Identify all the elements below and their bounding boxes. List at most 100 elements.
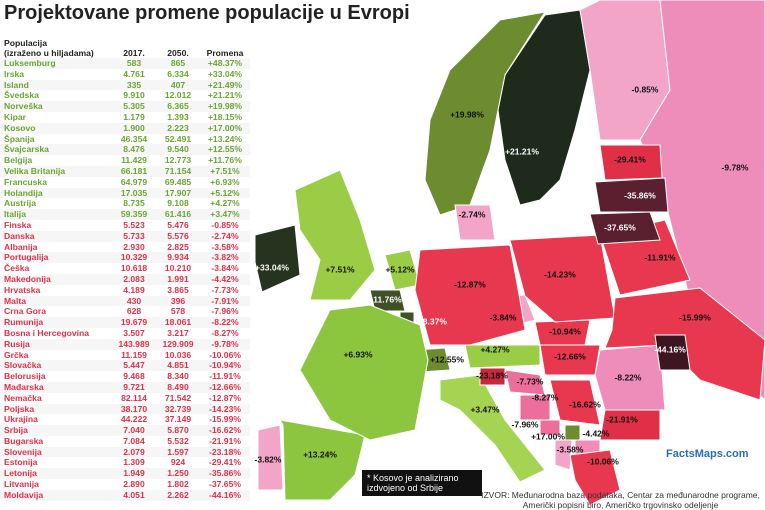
table-row: Makedonija 2.083 1.991 -4.42%: [0, 273, 250, 285]
value-cell: 430: [126, 295, 142, 306]
country-shape: [599, 409, 661, 441]
value-cell: 396: [170, 295, 186, 306]
country-cell: Bosna i Hercegovina: [4, 327, 90, 338]
country-cell: Danska: [4, 230, 35, 241]
country-shape: [509, 234, 616, 323]
value-cell: 2.825: [167, 241, 189, 252]
value-cell: 9.468: [123, 371, 145, 382]
country-cell: Švajcarska: [4, 144, 49, 155]
value-cell: 10.036: [164, 349, 192, 360]
value-cell: 61.416: [164, 209, 192, 220]
table-row: Kipar 1.179 1.393 +18.15%: [0, 111, 250, 123]
value-cell: 8.476: [123, 144, 145, 155]
change-cell: -16.62%: [208, 425, 241, 436]
country-change-label: -3.84%: [490, 312, 517, 322]
country-cell: Litvanija: [4, 479, 39, 490]
table-row: Belorusija 9.468 8.340 -11.91%: [0, 371, 250, 382]
value-cell: 10.210: [164, 263, 192, 274]
country-cell: Kosovo: [4, 122, 36, 133]
country-cell: Španija: [4, 133, 35, 144]
value-cell: 46.354: [120, 133, 148, 144]
value-cell: 1.802: [167, 479, 189, 490]
table-row: Ukrajina 44.222 37.149 -15.99%: [0, 414, 250, 426]
value-cell: 69.485: [164, 176, 192, 187]
table-row: Nemačka 82.114 71.542 -12.87%: [0, 392, 250, 404]
country-shape: [594, 177, 669, 213]
country-shape: [299, 304, 429, 441]
change-cell: +13.24%: [207, 133, 243, 144]
change-cell: -23.18%: [208, 446, 241, 457]
table-row: Rumunija 19.679 18.061 -8.22%: [0, 317, 250, 328]
value-cell: 5.733: [123, 230, 145, 241]
table-row: Finska 5.523 5.476 -0.85%: [0, 219, 250, 231]
table-row: Norveška 5.305 6.365 +19.98%: [0, 101, 250, 112]
value-cell: 628: [126, 306, 142, 317]
value-cell: 5.576: [167, 230, 189, 241]
table-row: Češka 10.618 10.210 -3.84%: [0, 263, 250, 274]
country-shape: [569, 449, 621, 506]
table-row: Belgija 11.429 12.773 +11.76%: [0, 155, 250, 166]
value-cell: 9.934: [167, 252, 189, 263]
country-change-label: -9.78%: [722, 162, 749, 172]
table-row: Austrija 8.735 9.108 +4.27%: [0, 198, 250, 210]
value-cell: 12.012: [164, 90, 192, 101]
country-cell: Holandija: [4, 187, 43, 198]
value-cell: 8.490: [167, 381, 189, 392]
value-cell: 7.084: [123, 435, 145, 446]
value-cell: 17.035: [120, 187, 148, 198]
country-change-label: -12.66%: [554, 351, 586, 361]
title: Projektovane promene populacije u Evropi: [4, 2, 416, 25]
value-cell: 11.429: [121, 155, 147, 166]
value-cell: 3.865: [167, 284, 189, 295]
header-text: Populacija: [4, 38, 47, 48]
country-shape: [439, 374, 546, 483]
country-cell: Island: [4, 79, 29, 90]
country-change-label: +5.12%: [385, 264, 415, 274]
country-change-label: +3.47%: [470, 404, 500, 414]
country-change-label: -37.65%: [604, 222, 636, 232]
change-cell: -7.96%: [211, 306, 239, 317]
table-row: Irska 4.761 6.334 +33.04%: [0, 68, 250, 80]
value-cell: 6.334: [167, 68, 189, 79]
table-row: Rusija 143.989 129.909 -9.78%: [0, 338, 250, 350]
table-body: Luksemburg 583 865 +48.37% Irska 4.761 6.334 +3…: [0, 58, 250, 501]
country-change-label: -29.41%: [614, 154, 646, 164]
country-change-label: -3.58%: [557, 444, 584, 454]
country-change-label: +33.04%: [255, 262, 289, 272]
value-cell: 1.900: [123, 122, 145, 133]
change-cell: -37.65%: [208, 479, 241, 490]
table-row: Švajcarska 8.476 9.540 +12.55%: [0, 144, 250, 156]
country-cell: Norveška: [4, 101, 43, 112]
table-row: Holandija 17.035 17.907 +5.12%: [0, 187, 250, 199]
country-cell: Albanija: [4, 241, 38, 252]
country-shape: [369, 289, 406, 312]
value-cell: 64.979: [120, 176, 148, 187]
value-cell: 1.597: [167, 446, 189, 457]
change-cell: +7.51%: [210, 165, 240, 176]
country-shape: [539, 419, 561, 436]
country-cell: Finska: [4, 219, 32, 230]
country-change-label: -8.27%: [532, 392, 559, 402]
country-cell: Letonija: [4, 468, 37, 479]
change-cell: -12.87%: [208, 392, 241, 403]
change-cell: +6.93%: [210, 176, 240, 187]
country-change-label: +6.93%: [343, 349, 373, 359]
country-change-label: -11.91%: [644, 252, 676, 262]
country-change-label: -10.94%: [549, 326, 581, 336]
change-cell: -8.27%: [211, 327, 239, 338]
table-row: Grčka 11.159 10.036 -10.06%: [0, 349, 250, 361]
value-cell: 1.393: [167, 111, 189, 122]
change-cell: +17.00%: [207, 122, 243, 133]
country-change-label: -16.62%: [569, 399, 601, 409]
value-cell: 1.991: [167, 273, 189, 284]
change-cell: -29.41%: [208, 457, 241, 468]
country-shape: [519, 394, 551, 421]
change-cell: -4.42%: [211, 273, 239, 284]
country-cell: Češka: [4, 263, 30, 274]
value-cell: 7.040: [123, 425, 145, 436]
country-shape: [479, 367, 506, 386]
country-change-label: -7.96%: [512, 419, 539, 429]
value-cell: 9.108: [167, 198, 189, 209]
table-row: Mađarska 9.721 8.490 -12.66%: [0, 381, 250, 393]
value-cell: 3.217: [167, 327, 189, 338]
